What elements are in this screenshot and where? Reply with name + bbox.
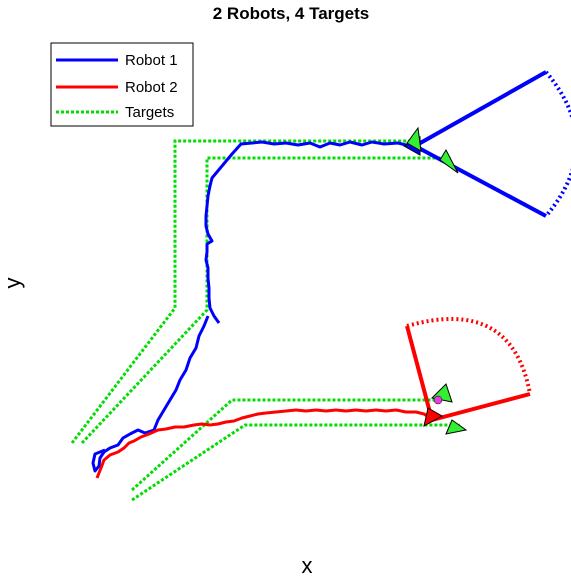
robot-2-fov-arc — [406, 317, 532, 395]
robot-1-fov-edge-top — [414, 70, 547, 148]
robot-1-sensor-fov — [414, 70, 571, 218]
y-axis-label: y — [0, 278, 25, 289]
robot-2-sensor-fov — [405, 317, 532, 422]
robot-1-trajectory-lower — [91, 315, 210, 473]
x-axis-label: x — [302, 553, 313, 577]
target-markers — [406, 126, 468, 435]
legend-label-robot-2: Robot 2 — [125, 79, 178, 96]
chart-title: 2 Robots, 4 Targets — [213, 4, 370, 23]
robot-2-fov-edge-right — [431, 392, 531, 422]
robot-1-fov-edge-bottom — [414, 144, 547, 218]
legend-box — [50, 42, 194, 127]
robot-1-fov-arc — [544, 70, 571, 218]
target-path-2 — [80, 156, 451, 445]
target-marker-1 — [406, 126, 422, 152]
target-path-4 — [131, 423, 460, 502]
legend-label-robot-1: Robot 1 — [125, 52, 178, 69]
target-marker-4 — [445, 419, 468, 435]
legend: Robot 1 Robot 2 Targets — [50, 42, 194, 127]
target-path-3 — [130, 398, 437, 492]
robot-1-trajectory — [204, 140, 415, 324]
robot-2-fov-edge-left — [405, 325, 434, 421]
target-marker-2 — [439, 148, 459, 174]
legend-label-targets: Targets — [125, 104, 174, 121]
target-paths — [70, 139, 460, 502]
robot-2-trajectory — [95, 408, 431, 479]
target-highlight — [433, 395, 443, 405]
robot-2-marker — [423, 407, 444, 427]
